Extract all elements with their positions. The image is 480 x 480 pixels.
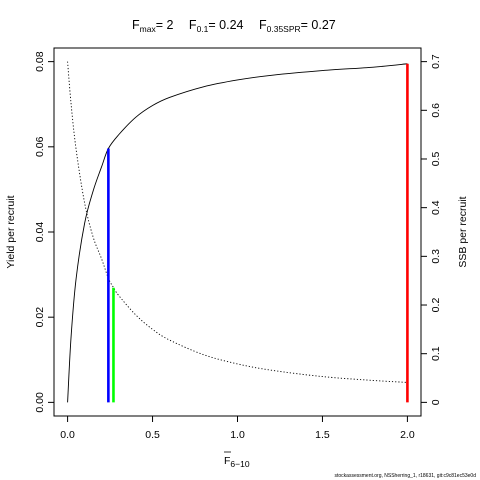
yield-per-recruit-line — [67, 63, 408, 403]
x-tick-label: 1.0 — [230, 429, 245, 441]
series-layer — [67, 61, 408, 403]
y-right-axis-title: SSB per recruit — [457, 196, 469, 267]
x-tick-label: 2.0 — [400, 429, 415, 441]
y-right-tick-label: 0.1 — [430, 346, 442, 361]
y-right-tick-label: 0.3 — [430, 249, 442, 264]
y-right-tick-label: 0.2 — [430, 298, 442, 313]
y-left-tick-label: 0.04 — [34, 222, 46, 243]
y-right-tick-label: 0.6 — [430, 103, 442, 118]
title-f01-sub: 0.1 — [197, 24, 209, 34]
y-right-tick-label: 0.5 — [430, 152, 442, 167]
y-left-tick-label: 0.08 — [34, 51, 46, 72]
y-right-tick-label: 0.7 — [430, 54, 442, 69]
title-fspr-value: = 0.27 — [301, 18, 336, 32]
y-right-tick-label: 0.4 — [430, 200, 442, 215]
title-fmax-value: = 2 — [156, 18, 174, 32]
x-axis-title-sub: 6−10 — [230, 459, 249, 469]
y-left-tick-label: 0.02 — [34, 307, 46, 328]
y-left-tick-label: 0.00 — [34, 392, 46, 413]
y-left-axis: 0.00 0.02 0.04 0.06 0.08 — [34, 51, 54, 413]
title-fmax-sub: max — [140, 24, 157, 34]
y-right-tick-label: 0 — [430, 399, 442, 405]
y-right-axis: 0 0.1 0.2 0.3 0.4 0.5 0.6 0.7 — [421, 54, 442, 405]
title-fspr-sub: 0.35SPR — [267, 24, 301, 34]
x-axis: 0.0 0.5 1.0 1.5 2.0 — [60, 416, 415, 441]
x-tick-label: 0.5 — [145, 429, 160, 441]
credit-text: stockassessment.org, NSSherring_1, r1863… — [335, 473, 477, 479]
ssb-per-recruit-line — [67, 61, 408, 383]
y-left-axis-title: Yield per recruit — [5, 195, 17, 268]
title-f01-value: = 0.24 — [208, 18, 243, 32]
x-tick-label: 0.0 — [60, 429, 75, 441]
x-axis-title: F6−10 — [224, 455, 250, 469]
x-axis-title-sym: F — [224, 455, 230, 467]
x-tick-label: 1.5 — [315, 429, 330, 441]
reference-lines — [107, 63, 409, 403]
title-fspr-sym: F — [259, 18, 267, 32]
title-fmax-sym: F — [132, 18, 140, 32]
title-f01-sym: F — [189, 18, 197, 32]
y-left-tick-label: 0.06 — [34, 136, 46, 157]
chart-title: Fmax= 2 F0.1= 0.24 F0.35SPR= 0.27 — [132, 18, 336, 34]
